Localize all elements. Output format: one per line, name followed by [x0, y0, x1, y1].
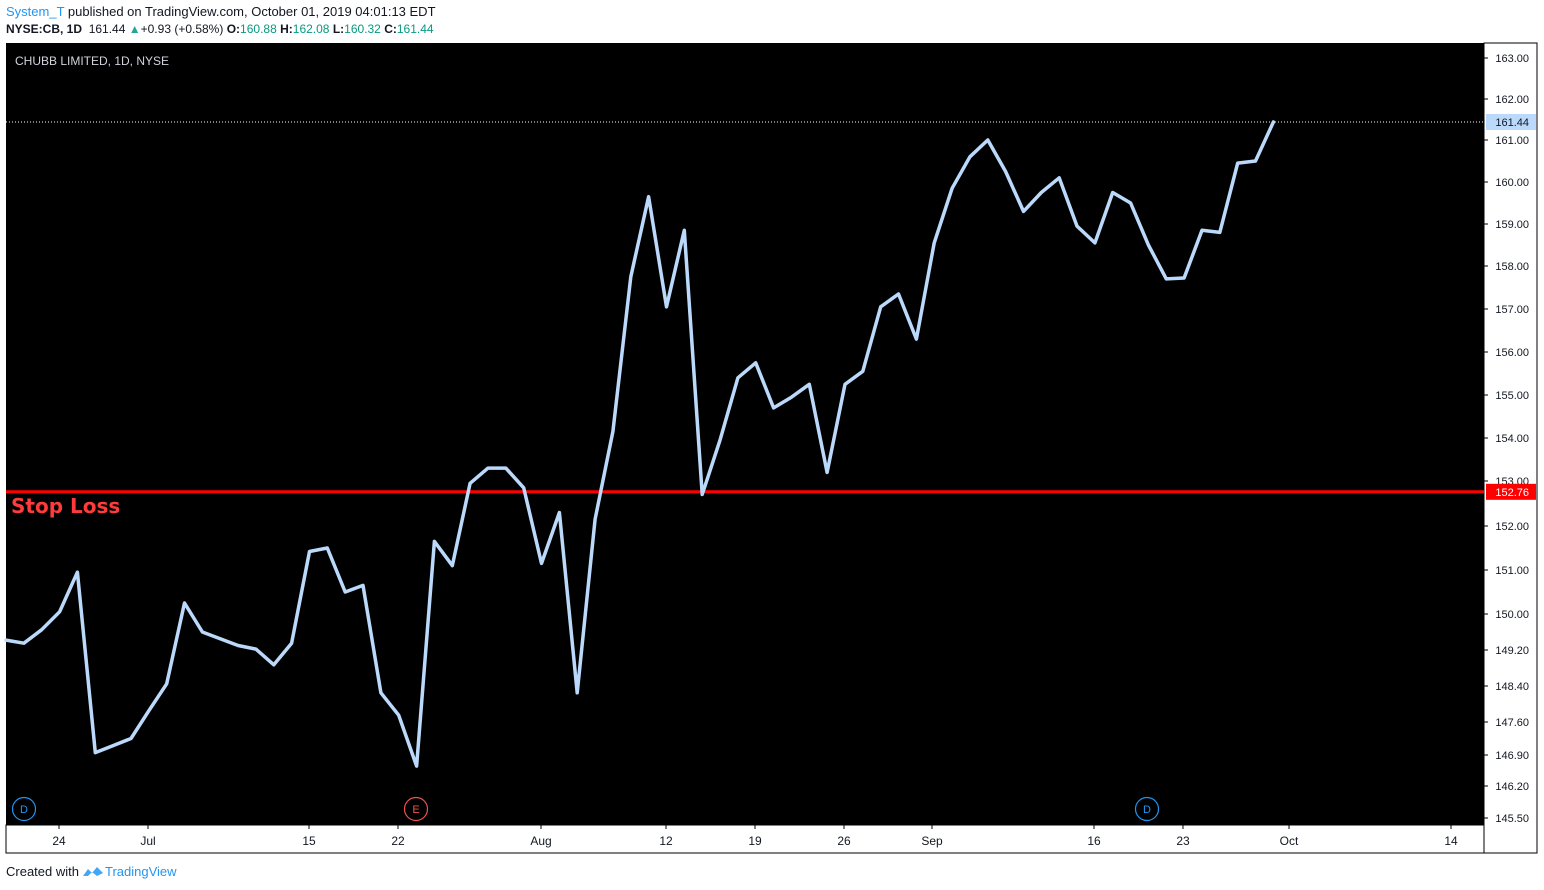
price-line-series[interactable] [4, 120, 1276, 768]
y-tick-label: 156.00 [1495, 347, 1529, 359]
y-tick-label: 161.00 [1495, 135, 1529, 147]
y-tick-label: 147.60 [1495, 717, 1529, 729]
tradingview-logo-icon [82, 867, 103, 876]
high-label: H: [280, 22, 293, 36]
y-tick-label: 163.00 [1495, 53, 1529, 65]
y-tick-label: 159.00 [1495, 219, 1529, 231]
stop-loss-price-tag [1486, 483, 1536, 500]
dividend-marker-letter: D [1143, 804, 1151, 816]
x-tick-label: 23 [1176, 834, 1190, 848]
y-tick-label: 145.50 [1495, 813, 1529, 825]
x-tick-label: Jul [140, 834, 155, 848]
x-tick-label: Oct [1280, 834, 1299, 848]
published-text: published on TradingView.com, October 01… [67, 4, 436, 19]
low-label: L: [332, 22, 345, 36]
symbol-label: NYSE:CB, 1D [6, 22, 83, 36]
dividend-marker-letter: D [20, 804, 28, 816]
dividend-marker[interactable] [1134, 796, 1160, 822]
x-tick-label: Aug [530, 834, 551, 848]
low-value: 160.32 [344, 22, 381, 36]
y-tick-label: 151.00 [1495, 565, 1529, 577]
x-tick-label: 22 [391, 834, 405, 848]
stop-loss-label: Stop Loss [11, 494, 120, 518]
up-arrow-icon: ▲ [128, 22, 141, 36]
current-price-tag [1486, 113, 1536, 130]
created-with-text: Created with [6, 864, 79, 879]
chart-title: CHUBB LIMITED, 1D, NYSE [15, 54, 169, 68]
dividend-marker[interactable] [11, 796, 37, 822]
open-value: 160.88 [240, 22, 277, 36]
chart-pane[interactable] [6, 43, 1484, 825]
high-value: 162.08 [292, 22, 330, 36]
x-tick-label: Sep [921, 834, 943, 848]
x-tick-label: 12 [659, 834, 673, 848]
price-axis[interactable] [1483, 42, 1538, 854]
y-tick-label: 155.00 [1495, 390, 1529, 402]
y-tick-label: 150.00 [1495, 609, 1529, 621]
current-price-tag-text: 161.44 [1495, 117, 1529, 129]
y-tick-label: 157.00 [1495, 304, 1529, 316]
x-tick-label: 15 [302, 834, 316, 848]
y-tick-label: 154.00 [1495, 433, 1529, 445]
y-tick-label: 152.00 [1495, 521, 1529, 533]
y-tick-labels: 163.00 162.00 161.00 160.00 159.00 158.00 157.… [1484, 53, 1529, 825]
x-tick-label: 26 [837, 834, 851, 848]
tradingview-brand-link[interactable]: TradingView [104, 864, 177, 879]
close-label: C: [384, 22, 397, 36]
x-tick-label: 19 [748, 834, 762, 848]
y-tick-label: 148.40 [1495, 681, 1529, 693]
y-tick-label: 149.20 [1495, 645, 1529, 657]
publish-info: System_T published on TradingView.com, O… [6, 4, 436, 19]
y-tick-label: 162.00 [1495, 94, 1529, 106]
y-tick-label: 160.00 [1495, 177, 1529, 189]
x-tick-label: 24 [52, 834, 66, 848]
y-tick-label: 146.90 [1495, 750, 1529, 762]
earnings-marker[interactable] [403, 796, 429, 822]
footer: Created with TradingView [6, 864, 177, 879]
x-tick-labels: 24 Jul 15 22 Aug 12 19 26 Sep 16 23 Oct 14 [52, 825, 1458, 848]
close-value: 161.44 [396, 22, 434, 36]
time-axis[interactable] [5, 824, 1485, 854]
author-link[interactable]: System_T [6, 4, 65, 19]
y-tick-label: 146.20 [1495, 781, 1529, 793]
price-change: +0.93 (+0.58%) [140, 22, 224, 36]
ohlc-legend: NYSE:CB, 1D 161.44 ▲+0.93 (+0.58%) O:160… [6, 22, 434, 36]
x-tick-label: 16 [1087, 834, 1101, 848]
last-price: 161.44 [88, 22, 126, 36]
open-label: O: [226, 22, 241, 36]
x-tick-label: 14 [1444, 834, 1458, 848]
y-tick-label: 158.00 [1495, 261, 1529, 273]
stop-loss-price-tag-text: 152.76 [1495, 487, 1529, 499]
earnings-marker-letter: E [412, 804, 419, 816]
